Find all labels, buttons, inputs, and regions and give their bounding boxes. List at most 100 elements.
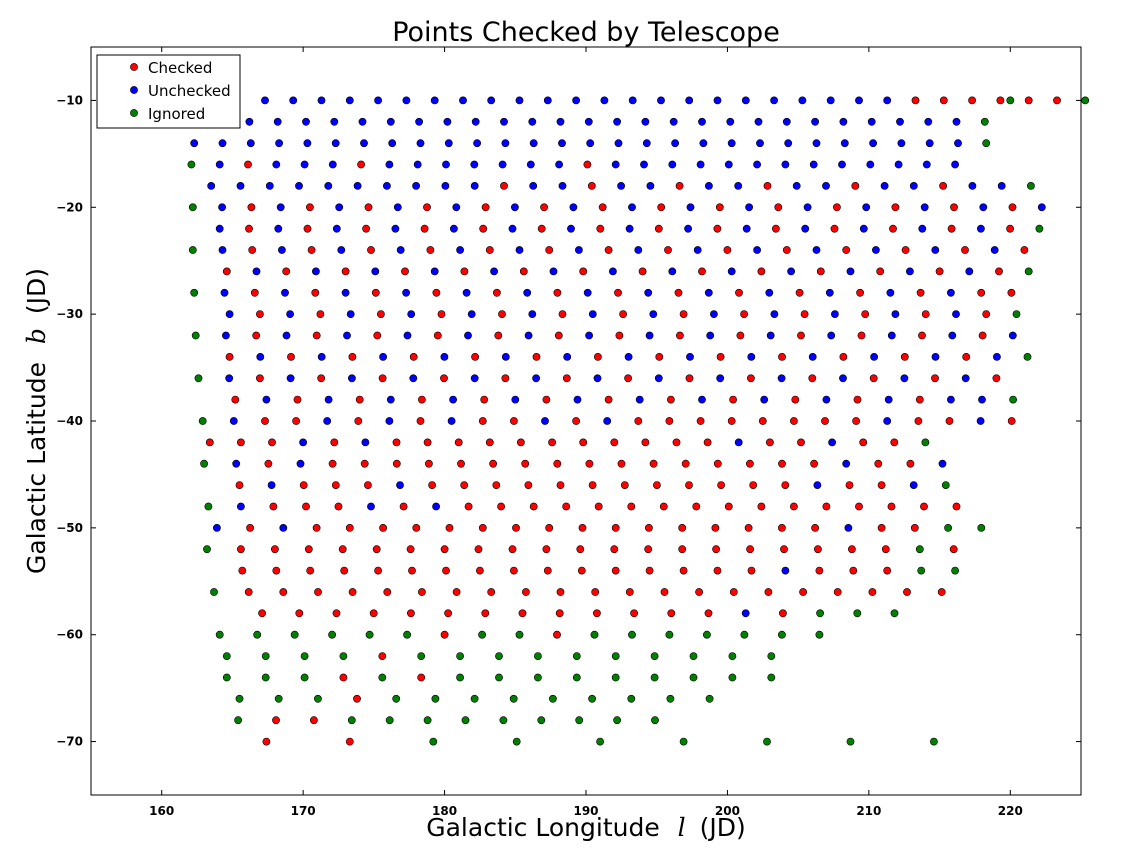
checked-point [272, 716, 280, 725]
y-tick-label: −50 [56, 521, 83, 535]
ignored-point [588, 694, 596, 703]
unchecked-point [289, 96, 298, 105]
ignored-point [930, 737, 938, 746]
unchecked-point [634, 246, 643, 254]
checked-point [660, 588, 669, 596]
unchecked-point [541, 417, 549, 425]
ignored-point [549, 694, 557, 703]
ignored-point [431, 694, 440, 703]
unchecked-point [256, 352, 265, 361]
checked-point [644, 545, 653, 554]
unchecked-point [279, 524, 288, 532]
ignored-point [328, 630, 336, 639]
unchecked-point [246, 139, 255, 148]
legend-label-ignored: Ignored [148, 105, 205, 123]
unchecked-point [812, 139, 821, 148]
checked-point [423, 438, 432, 447]
checked-point [977, 288, 986, 297]
ignored-point [816, 609, 824, 618]
unchecked-point [218, 246, 227, 254]
checked-point [615, 331, 624, 340]
checked-point [378, 374, 387, 383]
unchecked-point [558, 139, 566, 148]
checked-point [444, 609, 452, 618]
checked-point [512, 524, 520, 532]
unchecked-point [954, 139, 962, 148]
ignored-point [650, 673, 659, 682]
checked-point [245, 224, 253, 233]
unchecked-point [374, 96, 382, 105]
x-tick-label: 190 [573, 804, 598, 818]
unchecked-point [324, 181, 333, 190]
checked-point [736, 331, 745, 340]
checked-point [255, 374, 264, 383]
checked-point [903, 588, 911, 596]
unchecked-point [543, 96, 552, 105]
checked-point [408, 566, 416, 575]
unchecked-point [385, 160, 394, 169]
unchecked-point [330, 117, 339, 126]
ignored-point [456, 652, 464, 660]
checked-point [949, 545, 958, 554]
ignored-point [951, 566, 959, 575]
unchecked-point [734, 181, 743, 190]
unchecked-point [261, 96, 269, 105]
y-tick-label: −30 [56, 307, 83, 321]
checked-point [247, 203, 256, 212]
checked-point [713, 459, 722, 468]
checked-point [857, 331, 866, 340]
ignored-point [915, 545, 924, 554]
unchecked-point [918, 224, 927, 233]
checked-point [529, 502, 538, 511]
checked-point [345, 737, 354, 746]
unchecked-point [470, 181, 479, 190]
unchecked-point [990, 246, 999, 254]
checked-point [480, 395, 489, 404]
checked-point [268, 438, 276, 447]
checked-point [309, 716, 318, 725]
checked-point [303, 224, 312, 233]
checked-point [950, 203, 958, 212]
checked-point [433, 331, 442, 340]
unchecked-point [781, 160, 790, 169]
ignored-point [198, 417, 207, 425]
unchecked-point [603, 417, 612, 425]
checked-point [939, 181, 947, 190]
checked-point [614, 288, 622, 297]
checked-point [610, 438, 619, 447]
ignored-point [235, 694, 244, 703]
checked-point [222, 267, 231, 276]
checked-point [634, 417, 643, 425]
unchecked-point [282, 331, 291, 340]
legend-marker-checked [130, 63, 138, 71]
checked-point [498, 310, 506, 318]
checked-point [305, 203, 314, 212]
checked-point [246, 524, 254, 532]
ignored-point [941, 481, 950, 489]
unchecked-point [218, 203, 226, 212]
ignored-point [763, 737, 771, 746]
unchecked-point [704, 288, 713, 297]
y-axis-label-prefix: Galactic Latitude [22, 362, 51, 574]
ignored-point [470, 694, 479, 703]
unchecked-point [727, 267, 736, 276]
checked-point [795, 288, 804, 297]
checked-point [1053, 96, 1061, 105]
checked-point [619, 310, 627, 318]
ignored-point [512, 737, 521, 746]
ignored-point [596, 737, 604, 746]
checked-point [510, 566, 518, 575]
unchecked-point [724, 160, 733, 169]
checked-point [713, 224, 722, 233]
checked-point [354, 417, 363, 425]
unchecked-point [361, 438, 370, 447]
unchecked-point [331, 139, 340, 148]
unchecked-point [855, 96, 863, 105]
unchecked-point [441, 181, 450, 190]
checked-point [808, 374, 817, 383]
ignored-point [917, 566, 926, 575]
checked-point [334, 502, 343, 511]
checked-point [545, 246, 554, 254]
checked-point [1006, 224, 1014, 233]
checked-point [362, 224, 370, 233]
